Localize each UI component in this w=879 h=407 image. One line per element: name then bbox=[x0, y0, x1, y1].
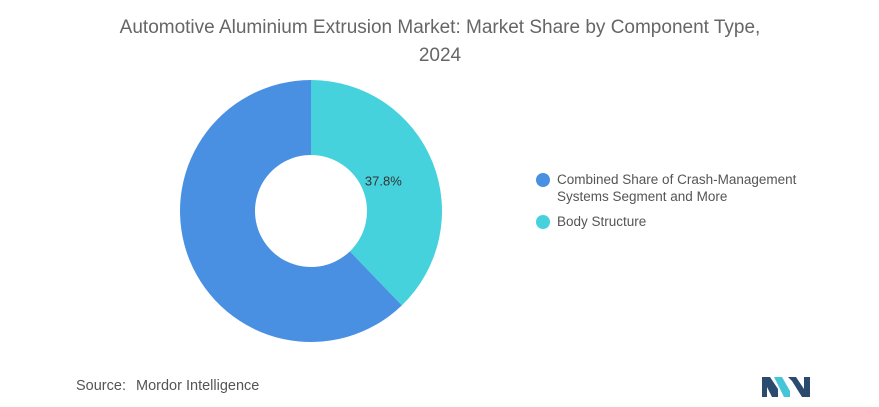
legend-item-body-structure[interactable]: Body Structure bbox=[536, 213, 836, 230]
source-note: Source: Mordor Intelligence bbox=[76, 378, 259, 394]
donut-slice-body-structure[interactable] bbox=[311, 80, 443, 306]
legend-swatch-body-structure bbox=[536, 215, 550, 229]
donut-data-labels: 37.8% bbox=[365, 173, 402, 188]
legend-swatch-crash-management bbox=[536, 173, 550, 187]
source-label: Source: bbox=[76, 378, 126, 394]
donut-data-label-0: 37.8% bbox=[365, 173, 402, 188]
legend-label-crash-management-line-1: Combined Share of Crash-Management bbox=[557, 172, 797, 187]
chart-title-line-2: 2024 bbox=[418, 45, 462, 66]
legend-item-crash-management[interactable]: Combined Share of Crash-Management Syste… bbox=[536, 171, 836, 205]
mordor-intelligence-logo-icon bbox=[762, 377, 810, 397]
legend-label-crash-management-line-2: Systems Segment and More bbox=[557, 189, 728, 204]
chart-title: Automotive Aluminium Extrusion Market: M… bbox=[60, 14, 820, 70]
chart-legend: Combined Share of Crash-Management Syste… bbox=[536, 171, 836, 238]
logo-shape-middle bbox=[774, 377, 790, 397]
logo-shape-right bbox=[788, 377, 810, 397]
logo-shape-left bbox=[762, 377, 778, 397]
source-value: Mordor Intelligence bbox=[136, 378, 260, 394]
donut-slices bbox=[180, 80, 443, 342]
donut-slice-combined-share-of-crash-management-systems-segment-and-more[interactable] bbox=[180, 80, 402, 342]
chart-title-line-1: Automotive Aluminium Extrusion Market: M… bbox=[119, 17, 761, 38]
legend-label-body-structure: Body Structure bbox=[557, 214, 647, 229]
